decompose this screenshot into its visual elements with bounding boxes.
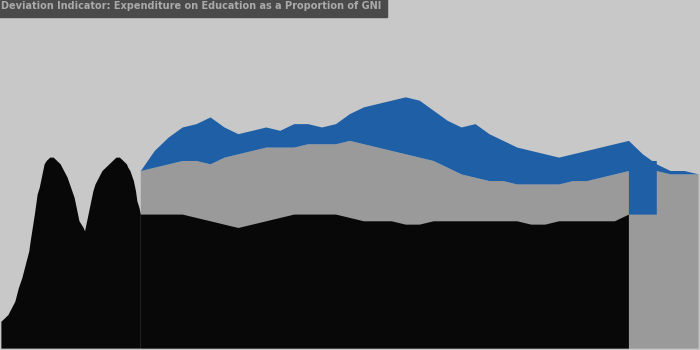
Polygon shape (141, 141, 699, 349)
Polygon shape (141, 215, 629, 349)
Polygon shape (1, 158, 141, 349)
Polygon shape (629, 161, 657, 215)
Text: Deviation Indicator: Expenditure on Education as a Proportion of GNI: Deviation Indicator: Expenditure on Educ… (1, 1, 382, 12)
Polygon shape (141, 97, 699, 184)
